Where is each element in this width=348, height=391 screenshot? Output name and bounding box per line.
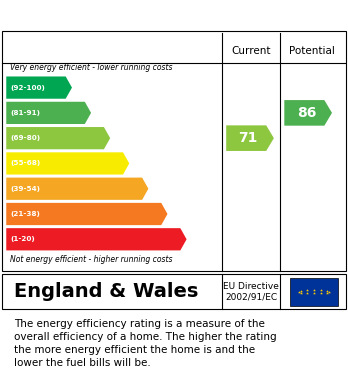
- Text: (21-38): (21-38): [10, 211, 40, 217]
- Polygon shape: [6, 203, 167, 225]
- Text: Energy Efficiency Rating: Energy Efficiency Rating: [10, 7, 220, 23]
- Polygon shape: [6, 228, 187, 250]
- Polygon shape: [6, 102, 91, 124]
- Polygon shape: [284, 100, 332, 126]
- Text: England & Wales: England & Wales: [14, 282, 198, 301]
- Text: (1-20): (1-20): [10, 236, 35, 242]
- Text: B: B: [92, 106, 102, 119]
- Text: F: F: [168, 208, 177, 221]
- Polygon shape: [6, 127, 110, 149]
- Text: The energy efficiency rating is a measure of the
overall efficiency of a home. T: The energy efficiency rating is a measur…: [14, 319, 277, 368]
- Text: (92-100): (92-100): [10, 84, 45, 91]
- Text: C: C: [111, 132, 121, 145]
- Text: (39-54): (39-54): [10, 186, 40, 192]
- Text: Current: Current: [231, 46, 271, 56]
- Text: (69-80): (69-80): [10, 135, 41, 141]
- Text: D: D: [130, 157, 141, 170]
- Text: Potential: Potential: [290, 46, 335, 56]
- Text: 71: 71: [239, 131, 258, 145]
- Text: A: A: [73, 81, 83, 94]
- Text: E: E: [149, 182, 158, 195]
- Text: 86: 86: [297, 106, 316, 120]
- Text: (81-91): (81-91): [10, 110, 40, 116]
- Polygon shape: [6, 178, 148, 200]
- Polygon shape: [6, 152, 129, 174]
- Text: Very energy efficient - lower running costs: Very energy efficient - lower running co…: [10, 63, 173, 72]
- Bar: [290, 278, 338, 306]
- Text: G: G: [187, 233, 198, 246]
- Polygon shape: [226, 126, 274, 151]
- Polygon shape: [6, 77, 72, 99]
- Text: (55-68): (55-68): [10, 160, 41, 167]
- Text: EU Directive
2002/91/EC: EU Directive 2002/91/EC: [223, 282, 279, 301]
- Text: Not energy efficient - higher running costs: Not energy efficient - higher running co…: [10, 255, 173, 264]
